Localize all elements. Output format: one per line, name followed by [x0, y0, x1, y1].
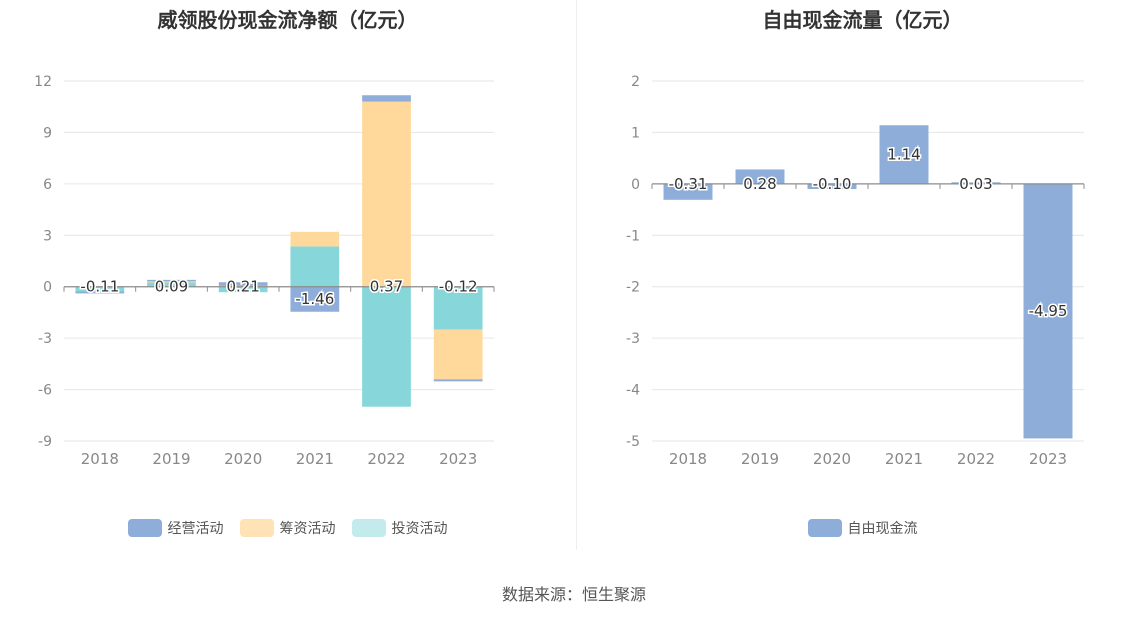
- bar-投资活动-2022: [362, 286, 411, 407]
- bar-筹资活动-2022: [362, 101, 411, 287]
- legend-item[interactable]: 筹资活动: [239, 518, 336, 538]
- y-tick-label: -6: [38, 383, 52, 399]
- bar-自由现金流-2022: [951, 182, 1001, 184]
- data-label: 0.21: [226, 278, 259, 296]
- data-label: -0.11: [80, 278, 119, 296]
- x-tick-label: 2022: [957, 450, 995, 468]
- data-label: 1.14: [887, 146, 920, 164]
- x-tick-label: 2023: [439, 450, 477, 468]
- bar-经营活动-2020: [218, 282, 268, 286]
- y-tick-label: -5: [626, 434, 640, 450]
- data-label: 0.37: [370, 278, 403, 296]
- y-tick-label: 2: [631, 74, 640, 90]
- bar-自由现金流-2020: [807, 183, 857, 189]
- bar-经营活动-2021: [290, 286, 340, 312]
- bar-筹资活动-2021: [290, 231, 340, 247]
- y-tick-label: 3: [43, 228, 52, 244]
- x-tick-label: 2021: [296, 450, 334, 468]
- legend-label: 投资活动: [391, 521, 448, 537]
- bar-自由现金流-2021: [879, 125, 929, 184]
- legend-swatch: [127, 519, 162, 537]
- y-tick-label: -2: [626, 280, 640, 296]
- x-tick-label: 2018: [81, 450, 119, 468]
- cashflow-chart-panel: 威领股份现金流净额（亿元） 12 9 6 3 0 -3 -6 -9 2018 2019 2020 20…: [0, 0, 575, 560]
- bar-投资活动-2019: [147, 282, 196, 287]
- legend-swatch: [807, 519, 842, 537]
- fcf-chart-panel: 自由现金流量（亿元） 2 1 0 -1 -2 -3 -4 -5 2018 2019 2020 2021…: [577, 0, 1148, 560]
- cashflow-chart-plot: 12 9 6 3 0 -3 -6 -9 2018 2019 2020 2021 2022 2023 -0.1…: [34, 74, 495, 468]
- data-label: -4.95: [1029, 302, 1068, 320]
- legend-label: 自由现金流: [847, 521, 918, 537]
- fcf-chart-legend: 自由现金流: [577, 518, 1148, 538]
- x-tick-label: 2018: [669, 450, 707, 468]
- y-tick-label: -3: [626, 331, 640, 347]
- y-tick-label: 0: [631, 177, 640, 193]
- data-label: -0.12: [439, 278, 478, 296]
- legend-item[interactable]: 经营活动: [127, 518, 224, 538]
- legend-item[interactable]: 自由现金流: [807, 518, 918, 538]
- x-tick-label: 2019: [741, 450, 779, 468]
- x-tick-label: 2023: [1029, 450, 1067, 468]
- fcf-chart-plot: 2 1 0 -1 -2 -3 -4 -5 2018 2019 2020 2021 2022 2023 -0.…: [626, 74, 1085, 468]
- legend-swatch: [351, 519, 386, 537]
- legend-label: 经营活动: [167, 521, 224, 537]
- bar-投资活动-2018: [75, 286, 125, 292]
- data-label: 0.03: [959, 175, 992, 193]
- y-tick-label: -1: [626, 228, 640, 244]
- y-tick-label: 0: [43, 280, 52, 296]
- bar-投资活动-2021: [290, 246, 340, 287]
- y-tick-label: -9: [38, 434, 52, 450]
- bar-自由现金流-2019: [735, 169, 785, 184]
- y-tick-label: 1: [631, 125, 640, 141]
- y-tick-label: 9: [43, 125, 52, 141]
- data-label: 0.28: [743, 175, 776, 193]
- data-label: -0.31: [669, 175, 708, 193]
- bar-自由现金流-2018: [663, 183, 713, 200]
- y-tick-label: 6: [43, 177, 52, 193]
- x-tick-label: 2020: [224, 450, 262, 468]
- x-tick-label: 2019: [152, 450, 190, 468]
- bar-投资活动-2020: [218, 286, 268, 293]
- bar-经营活动-2019: [147, 279, 196, 282]
- data-label: 0.09: [155, 278, 188, 296]
- bar-经营活动-2018: [75, 291, 125, 294]
- y-tick-label: 12: [34, 74, 52, 90]
- legend-swatch: [239, 519, 274, 537]
- cashflow-chart-title: 威领股份现金流净额（亿元）: [157, 8, 418, 32]
- cashflow-chart-legend: 经营活动 筹资活动 投资活动: [0, 518, 575, 538]
- y-tick-label: -3: [38, 331, 52, 347]
- fcf-chart-title: 自由现金流量（亿元）: [762, 8, 963, 32]
- x-tick-label: 2022: [367, 450, 405, 468]
- legend-item[interactable]: 投资活动: [351, 518, 448, 538]
- bar-筹资活动-2019: [147, 281, 196, 283]
- bar-筹资活动-2023: [433, 329, 483, 380]
- x-tick-label: 2020: [813, 450, 851, 468]
- bar-自由现金流-2023: [1023, 183, 1073, 439]
- data-label: -1.46: [295, 290, 334, 308]
- legend-label: 筹资活动: [279, 521, 336, 537]
- data-label: -0.10: [813, 175, 852, 193]
- y-tick-label: -4: [626, 383, 640, 399]
- panel-divider: [576, 0, 577, 550]
- x-tick-label: 2021: [885, 450, 923, 468]
- bar-经营活动-2022: [362, 95, 411, 102]
- data-source-note: 数据来源：恒生聚源: [501, 585, 646, 604]
- bar-投资活动-2023: [433, 286, 483, 330]
- bar-经营活动-2023: [433, 379, 483, 382]
